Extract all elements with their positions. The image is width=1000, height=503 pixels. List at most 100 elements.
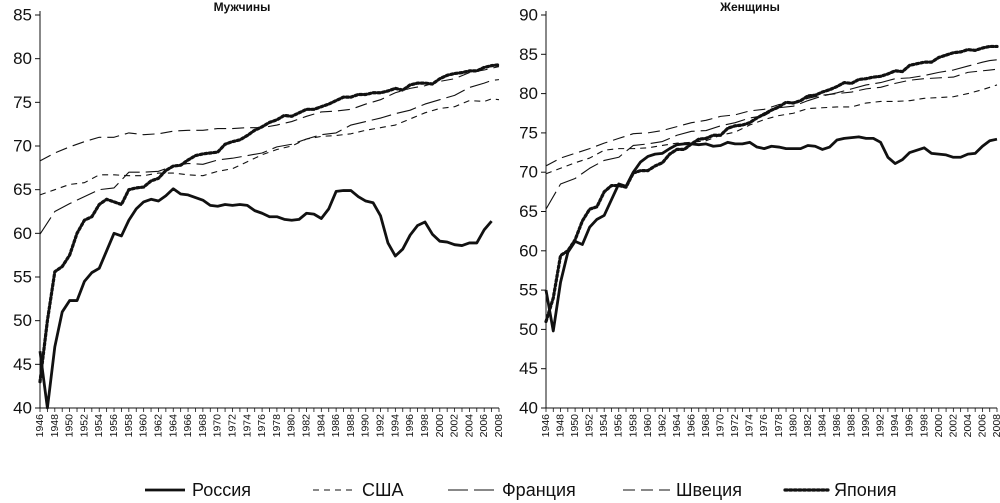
x-tick-label: 1986 xyxy=(831,414,843,438)
x-tick-label: 1988 xyxy=(846,414,858,438)
x-tick-label: 1948 xyxy=(555,414,567,438)
x-tick-label: 1946 xyxy=(34,414,46,438)
y-tick-label: 90 xyxy=(519,6,538,25)
x-tick-label: 1976 xyxy=(758,414,770,438)
x-tick-label: 1978 xyxy=(773,414,785,438)
x-tick-label: 2002 xyxy=(449,414,461,438)
y-tick-label: 60 xyxy=(519,241,538,260)
y-tick-label: 50 xyxy=(13,311,32,330)
x-tick-label: 2000 xyxy=(933,414,945,438)
x-tick-label: 1974 xyxy=(241,414,253,438)
x-tick-label: 1990 xyxy=(860,414,872,438)
x-tick-label: 1968 xyxy=(700,414,712,438)
x-tick-label: 1956 xyxy=(613,414,625,438)
x-tick-label: 1994 xyxy=(389,414,401,438)
x-tick-label: 2004 xyxy=(463,414,475,438)
y-tick-label: 85 xyxy=(13,6,32,25)
x-tick-label: 1960 xyxy=(642,414,654,438)
legend-label-япония: Япония xyxy=(834,480,897,500)
x-tick-label: 1952 xyxy=(584,414,596,438)
y-tick-label: 50 xyxy=(519,320,538,339)
x-tick-label: 1948 xyxy=(49,414,61,438)
x-tick-label: 1954 xyxy=(93,414,105,438)
x-tick-label: 2008 xyxy=(991,414,1000,438)
x-tick-label: 1962 xyxy=(656,414,668,438)
y-tick-label: 55 xyxy=(13,268,32,287)
x-tick-label: 1956 xyxy=(108,414,120,438)
x-tick-label: 1954 xyxy=(598,414,610,438)
chart-title: Мужчины xyxy=(214,0,271,14)
x-tick-label: 1990 xyxy=(360,414,372,438)
legend-label-сша: США xyxy=(362,480,404,500)
x-tick-label: 1996 xyxy=(404,414,416,438)
legend-label-россия: Россия xyxy=(192,480,251,500)
x-tick-label: 2006 xyxy=(976,414,988,438)
legend: Россия США Франция Швеция Япония xyxy=(145,480,897,500)
y-tick-label: 65 xyxy=(519,202,538,221)
chart-title: Женщины xyxy=(719,0,780,14)
x-tick-label: 1982 xyxy=(802,414,814,438)
x-tick-label: 1976 xyxy=(256,414,268,438)
series-line-франция xyxy=(545,59,998,210)
x-tick-label: 2008 xyxy=(493,414,505,438)
x-tick-label: 1982 xyxy=(301,414,313,438)
legend-label-франция: Франция xyxy=(502,480,576,500)
x-tick-label: 1970 xyxy=(715,414,727,438)
series-line-сша xyxy=(39,98,500,196)
y-tick-label: 70 xyxy=(13,137,32,156)
x-tick-label: 1998 xyxy=(419,414,431,438)
legend-label-швеция: Швеция xyxy=(676,480,742,500)
y-tick-label: 85 xyxy=(519,45,538,64)
x-tick-label: 1970 xyxy=(212,414,224,438)
y-tick-label: 45 xyxy=(519,359,538,378)
x-tick-label: 1966 xyxy=(685,414,697,438)
y-tick-label: 40 xyxy=(13,399,32,418)
x-tick-label: 1984 xyxy=(315,414,327,438)
x-tick-label: 1972 xyxy=(729,414,741,438)
y-tick-label: 45 xyxy=(13,355,32,374)
x-tick-label: 1950 xyxy=(569,414,581,438)
x-tick-label: 1980 xyxy=(286,414,298,438)
x-tick-label: 1996 xyxy=(904,414,916,438)
x-tick-label: 2004 xyxy=(962,414,974,438)
x-tick-label: 1986 xyxy=(330,414,342,438)
x-tick-label: 1992 xyxy=(875,414,887,438)
y-tick-label: 75 xyxy=(13,93,32,112)
x-tick-label: 1994 xyxy=(889,414,901,438)
y-tick-label: 80 xyxy=(13,49,32,68)
series-line-сша xyxy=(545,84,998,175)
x-tick-label: 1984 xyxy=(816,414,828,438)
series-line-япония xyxy=(544,44,999,324)
y-tick-label: 55 xyxy=(519,281,538,300)
x-tick-label: 1980 xyxy=(787,414,799,438)
x-tick-label: 1992 xyxy=(375,414,387,438)
x-tick-label: 2000 xyxy=(434,414,446,438)
y-tick-label: 60 xyxy=(13,224,32,243)
series-line-япония xyxy=(38,63,501,384)
series-line-россия xyxy=(38,187,493,410)
x-tick-label: 1974 xyxy=(744,414,756,438)
x-tick-label: 1988 xyxy=(345,414,357,438)
y-tick-label: 40 xyxy=(519,399,538,418)
x-tick-label: 1998 xyxy=(918,414,930,438)
x-tick-label: 1968 xyxy=(197,414,209,438)
x-tick-label: 2006 xyxy=(478,414,490,438)
x-tick-label: 1962 xyxy=(152,414,164,438)
series-line-франция xyxy=(39,79,500,235)
x-tick-label: 1952 xyxy=(78,414,90,438)
x-tick-label: 1964 xyxy=(167,414,179,438)
x-tick-label: 2002 xyxy=(947,414,959,438)
y-tick-label: 75 xyxy=(519,123,538,142)
x-tick-label: 1946 xyxy=(540,414,552,438)
x-tick-label: 1958 xyxy=(627,414,639,438)
y-tick-label: 80 xyxy=(519,84,538,103)
x-tick-label: 1964 xyxy=(671,414,683,438)
y-tick-label: 65 xyxy=(13,180,32,199)
x-tick-label: 1950 xyxy=(64,414,76,438)
x-tick-label: 1966 xyxy=(182,414,194,438)
x-tick-label: 1972 xyxy=(226,414,238,438)
y-tick-label: 70 xyxy=(519,163,538,182)
x-tick-label: 1960 xyxy=(138,414,150,438)
